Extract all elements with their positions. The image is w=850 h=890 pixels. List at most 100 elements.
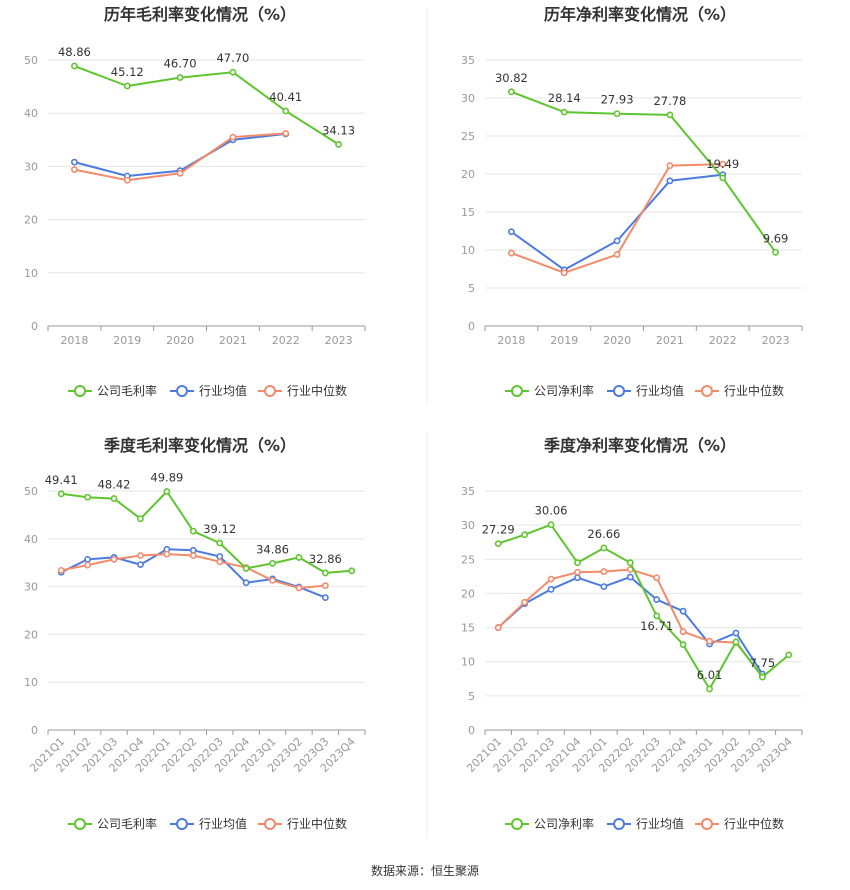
- y-tick-label: 0: [468, 320, 475, 333]
- legend-swatch-marker: [176, 818, 188, 830]
- data-point-median: [269, 576, 276, 584]
- series-line-company: [497, 523, 790, 690]
- data-point-avg: [321, 594, 329, 601]
- data-point-company: [666, 111, 674, 119]
- x-tick-label: 2018: [497, 334, 525, 347]
- x-tick-label: 2020: [166, 334, 194, 347]
- data-point-company: [176, 74, 184, 81]
- legend-label: 公司净利率: [534, 816, 594, 831]
- series-line-company: [74, 65, 340, 146]
- data-point-median: [137, 552, 144, 559]
- y-tick-label: 0: [31, 320, 38, 333]
- data-point-median: [295, 584, 303, 592]
- data-point-median: [560, 269, 568, 277]
- x-tick-label: 2019: [550, 334, 578, 347]
- legend-label: 公司净利率: [534, 383, 594, 398]
- data-label: 45.12: [111, 65, 144, 79]
- data-point-company: [785, 651, 793, 659]
- x-tick-label: 2023: [325, 334, 353, 347]
- legend-label: 公司毛利率: [97, 383, 157, 398]
- data-point-median: [653, 574, 661, 582]
- data-point-median: [176, 169, 184, 177]
- chart-title: 历年净利率变化情况（%）: [544, 5, 736, 24]
- data-point-median: [216, 558, 224, 566]
- data-label: 28.14: [548, 91, 581, 105]
- y-tick-label: 50: [24, 485, 38, 498]
- data-point-company: [163, 488, 171, 495]
- y-tick-label: 15: [461, 622, 475, 635]
- y-tick-label: 35: [461, 485, 475, 498]
- y-tick-label: 20: [461, 587, 475, 600]
- data-label: 6.01: [697, 668, 723, 682]
- y-tick-label: 0: [31, 724, 38, 737]
- y-tick-label: 5: [468, 282, 475, 295]
- y-tick-label: 30: [24, 160, 38, 173]
- data-point-median: [574, 568, 581, 576]
- data-point-company: [84, 493, 92, 501]
- x-tick-label: 2023: [762, 334, 790, 347]
- legend-swatch-marker: [511, 818, 523, 830]
- data-point-company: [242, 565, 250, 572]
- chart-quarterly-net-margin: 季度净利率变化情况（%）051015202530352021Q12021Q220…: [461, 436, 803, 831]
- data-point-median: [719, 160, 727, 168]
- data-point-median: [110, 555, 118, 563]
- data-point-avg: [84, 555, 92, 563]
- y-tick-label: 15: [461, 206, 475, 219]
- data-point-avg: [732, 629, 740, 637]
- chart-annual-net-margin: 历年净利率变化情况（%） 0 5 10 15 20 25 30 35 2018 2019 2020 20…: [461, 5, 803, 398]
- legend-label: 行业中位数: [724, 383, 784, 398]
- legend-label: 公司毛利率: [97, 816, 157, 831]
- data-point-median: [494, 624, 502, 631]
- legend-label: 行业中位数: [287, 383, 347, 398]
- data-point-company: [560, 108, 568, 116]
- data-point-company: [110, 495, 118, 502]
- data-point-company: [574, 559, 581, 567]
- y-tick-label: 10: [24, 267, 38, 280]
- data-label: 49.89: [150, 471, 183, 485]
- data-point-company: [758, 673, 766, 681]
- data-label: 49.41: [45, 473, 78, 487]
- data-point-company: [57, 490, 65, 498]
- data-label: 30.06: [535, 504, 568, 518]
- data-point-median: [706, 637, 713, 645]
- data-point-median: [123, 176, 131, 184]
- y-tick-label: 0: [468, 724, 475, 737]
- data-label: 27.93: [601, 93, 634, 107]
- data-point-company: [71, 62, 78, 70]
- data-label: 34.13: [322, 123, 355, 137]
- data-label: 47.70: [216, 51, 249, 65]
- series-line-company: [511, 90, 777, 253]
- data-point-median: [613, 251, 621, 258]
- data-point-avg: [216, 553, 224, 560]
- data-point-company: [706, 685, 713, 693]
- y-tick-label: 10: [24, 676, 38, 689]
- data-point-median: [71, 166, 78, 173]
- data-point-company: [600, 544, 608, 552]
- data-point-median: [84, 561, 92, 569]
- data-point-company: [137, 515, 144, 523]
- data-point-company: [772, 248, 779, 256]
- data-point-company: [508, 88, 515, 96]
- data-point-median: [508, 249, 515, 257]
- data-point-company: [295, 554, 303, 561]
- data-label: 39.12: [203, 522, 236, 536]
- data-point-median: [679, 628, 687, 636]
- data-point-avg: [574, 574, 581, 582]
- data-point-median: [321, 582, 329, 590]
- data-point-avg: [189, 546, 197, 554]
- y-tick-label: 40: [24, 107, 38, 120]
- x-tick-label: 2021: [656, 334, 684, 347]
- y-tick-label: 40: [24, 533, 38, 546]
- data-point-company: [653, 612, 661, 620]
- data-point-median: [547, 575, 555, 583]
- series-line-median: [497, 568, 764, 678]
- data-point-avg: [653, 596, 661, 603]
- data-point-median: [163, 550, 171, 558]
- legend-label: 行业中位数: [724, 816, 784, 831]
- legend-label: 行业中位数: [287, 816, 347, 831]
- data-point-company: [732, 638, 740, 646]
- data-point-median: [666, 162, 674, 170]
- data-label: 27.29: [482, 523, 515, 537]
- data-point-company: [282, 107, 290, 115]
- data-point-company: [547, 521, 555, 529]
